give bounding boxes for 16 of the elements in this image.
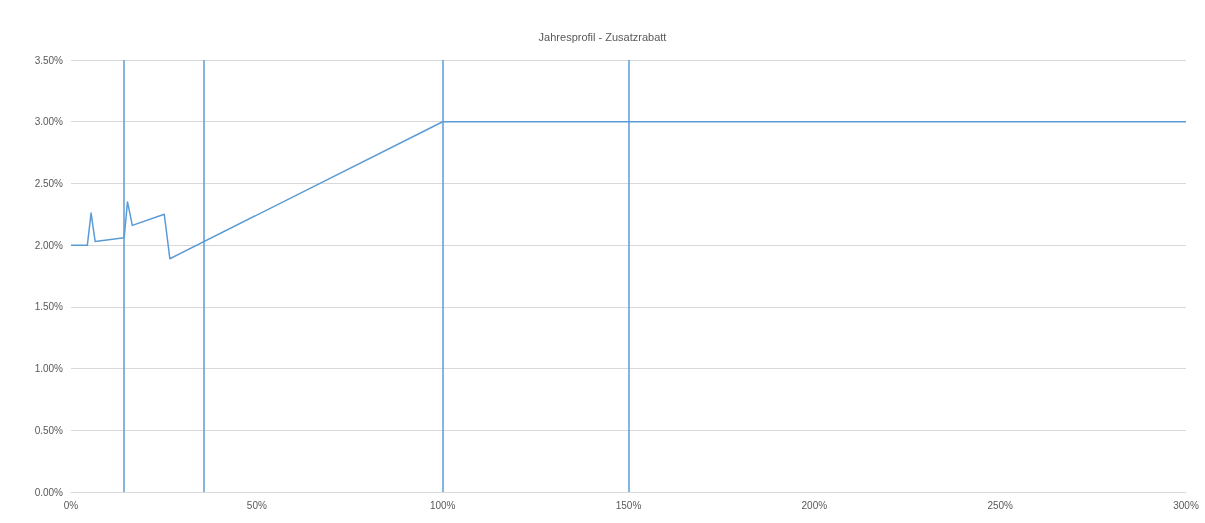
y-tick-label: 1.50% [34, 301, 64, 313]
x-tick-label: 300% [1173, 499, 1199, 511]
y-tick-label: 0.50% [34, 424, 64, 436]
y-tick-label: 2.00% [34, 239, 64, 251]
x-tick-label: 250% [987, 499, 1014, 511]
y-tick-label: 3.00% [34, 116, 64, 128]
x-tick-label: 0% [63, 499, 79, 511]
y-tick-label: 1.00% [34, 363, 64, 375]
x-tick-label: 150% [615, 499, 642, 511]
x-tick-label: 200% [801, 499, 828, 511]
chart-title: Jahresprofil - Zusatzrabatt [538, 30, 667, 43]
y-tick-label: 0.00% [34, 486, 64, 498]
x-tick-label: 100% [429, 499, 456, 511]
y-tick-label: 2.50% [34, 177, 64, 189]
y-tick-label: 3.50% [34, 54, 64, 66]
x-tick-label: 50% [246, 499, 267, 511]
